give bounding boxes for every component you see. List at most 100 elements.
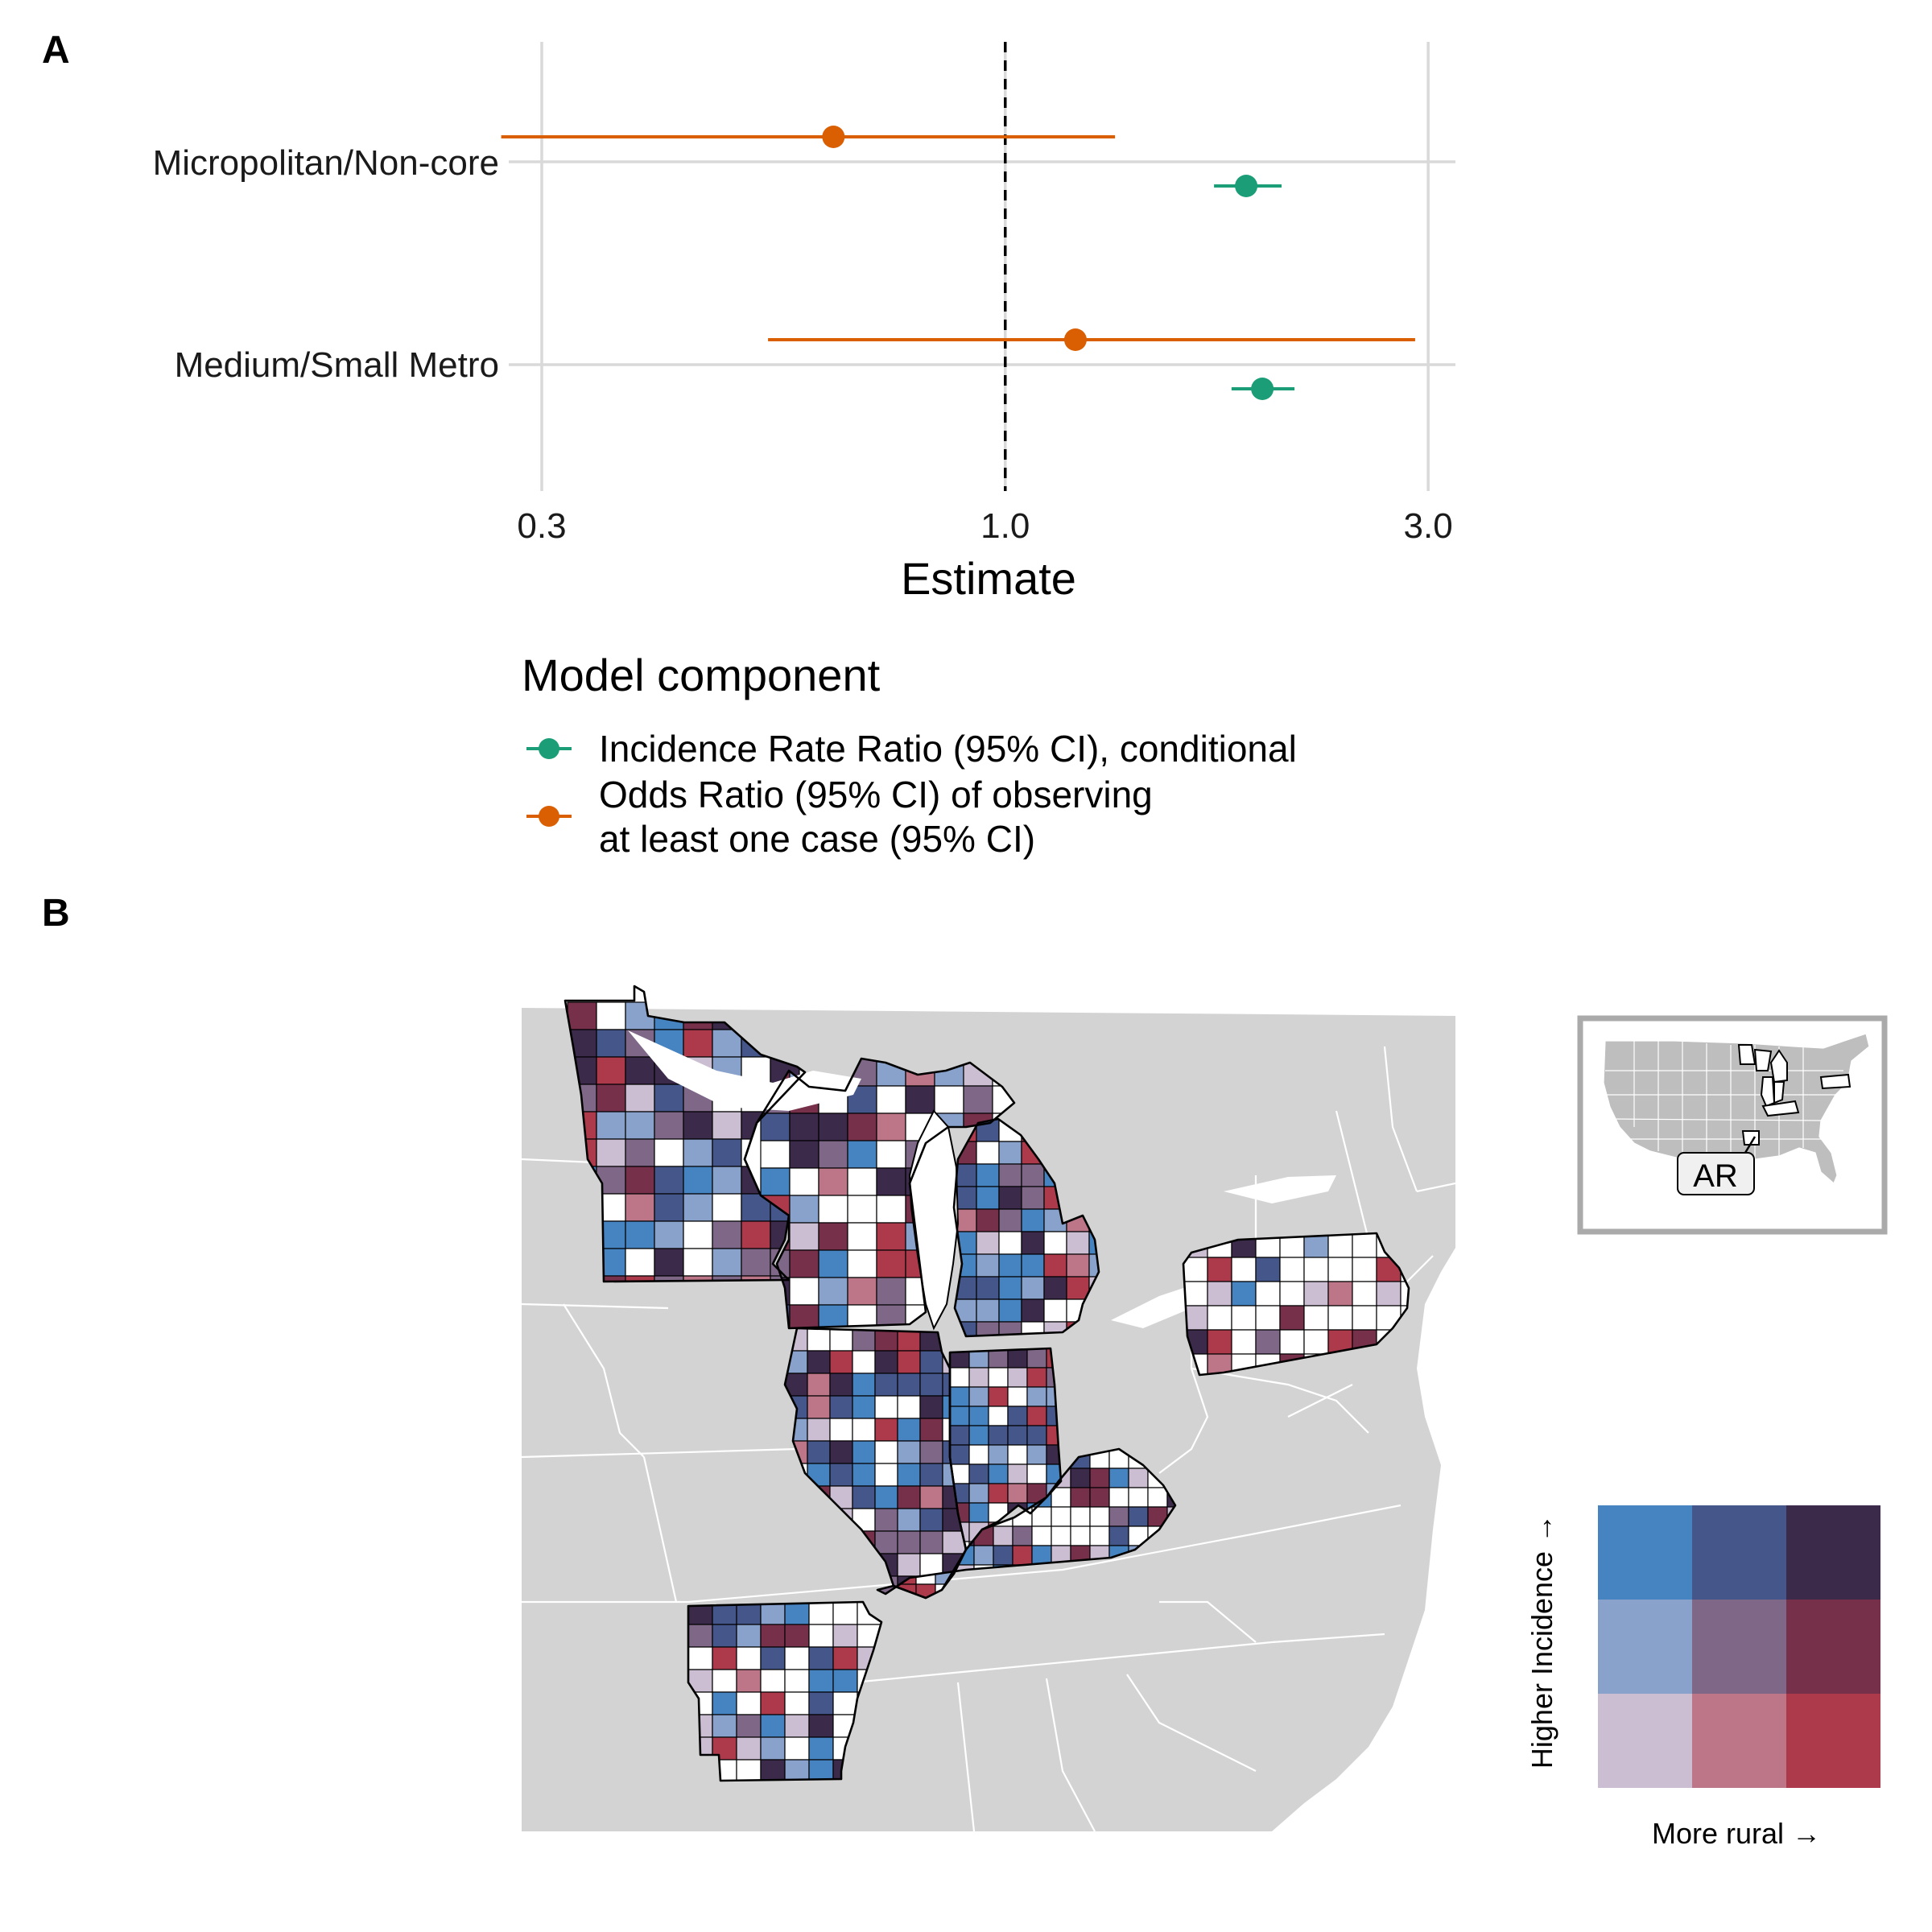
bivariate-legend-cell — [1598, 1600, 1692, 1694]
county — [596, 1138, 626, 1167]
county — [760, 1140, 791, 1169]
county — [976, 1253, 1000, 1278]
county — [807, 1350, 831, 1374]
inset-label-leader — [1744, 1136, 1757, 1154]
county — [1007, 1483, 1028, 1504]
county — [919, 1530, 943, 1554]
county — [760, 1624, 786, 1648]
county — [950, 1367, 970, 1388]
county — [876, 1113, 906, 1141]
county — [874, 1463, 898, 1487]
panel-b-label: B — [42, 892, 70, 935]
county — [760, 1691, 786, 1715]
county — [784, 1646, 810, 1670]
county — [968, 1406, 989, 1426]
outline-arkansas — [687, 1600, 883, 1782]
county — [897, 1485, 921, 1509]
x-tick-label: 3.0 — [1404, 506, 1453, 546]
county — [973, 1545, 994, 1566]
county — [897, 1395, 921, 1419]
county — [1376, 1281, 1402, 1307]
county — [654, 1111, 684, 1140]
county — [1051, 1525, 1071, 1546]
county — [1108, 1487, 1129, 1508]
county — [712, 1275, 742, 1282]
county — [1051, 1506, 1071, 1527]
county — [976, 1186, 1000, 1210]
county — [736, 1646, 762, 1670]
county — [919, 1350, 943, 1374]
county — [596, 1056, 626, 1085]
county — [963, 1085, 993, 1114]
county — [789, 1304, 819, 1328]
county — [968, 1502, 989, 1523]
inset-usa-map: AR — [1577, 1015, 1888, 1235]
county — [876, 1167, 906, 1196]
county — [976, 1231, 1000, 1255]
county — [998, 1298, 1022, 1323]
county — [712, 1193, 742, 1222]
category-label-micropolitan: Micropolitan/Non-core — [153, 143, 499, 183]
outline-wisconsin-michigan-up — [743, 1057, 1016, 1330]
county — [807, 1418, 831, 1442]
county — [1231, 1329, 1257, 1355]
county — [1026, 1367, 1047, 1388]
county — [950, 1444, 970, 1465]
county — [1007, 1348, 1028, 1368]
choropleth-map — [522, 998, 1455, 1831]
county — [897, 1440, 921, 1464]
county — [760, 1714, 786, 1738]
county — [712, 1166, 742, 1195]
county — [808, 1736, 834, 1761]
county — [625, 1056, 655, 1085]
county — [818, 1277, 848, 1306]
county — [998, 1141, 1022, 1165]
county — [847, 1113, 877, 1141]
county — [847, 1167, 877, 1196]
county — [712, 1220, 742, 1249]
county — [1043, 1253, 1067, 1278]
county — [1303, 1257, 1329, 1282]
county — [968, 1444, 989, 1465]
county — [1021, 1208, 1045, 1232]
county — [683, 1248, 713, 1277]
county — [874, 1350, 898, 1374]
county — [789, 1167, 819, 1196]
bivariate-legend-cell — [1692, 1600, 1786, 1694]
county — [852, 1418, 876, 1442]
county — [1026, 1444, 1047, 1465]
county — [1279, 1281, 1305, 1307]
county — [832, 1602, 858, 1625]
county — [1303, 1305, 1329, 1331]
county — [784, 1624, 810, 1648]
county — [876, 1140, 906, 1169]
county — [852, 1395, 876, 1419]
county — [736, 1624, 762, 1648]
x-tick-label: 1.0 — [980, 506, 1030, 546]
county — [876, 1222, 906, 1251]
county — [789, 1195, 819, 1224]
county — [1231, 1281, 1257, 1307]
county — [919, 1373, 943, 1397]
county — [818, 1222, 848, 1251]
county — [625, 1111, 655, 1140]
county — [683, 1220, 713, 1249]
county — [1007, 1367, 1028, 1388]
county — [1007, 1425, 1028, 1446]
county — [998, 1186, 1022, 1210]
county — [852, 1350, 876, 1374]
county — [1108, 1525, 1129, 1546]
county — [625, 1084, 655, 1113]
county — [976, 1276, 1000, 1300]
bivariate-legend-x-label: More rural → — [1652, 1817, 1821, 1850]
county — [688, 1669, 713, 1693]
county — [1183, 1281, 1208, 1307]
county — [596, 1275, 626, 1282]
county — [1051, 1487, 1071, 1508]
county — [1021, 1253, 1045, 1278]
county — [976, 1163, 1000, 1187]
county — [596, 1001, 626, 1030]
county — [683, 1029, 713, 1058]
county — [760, 1167, 791, 1196]
county — [897, 1530, 921, 1554]
